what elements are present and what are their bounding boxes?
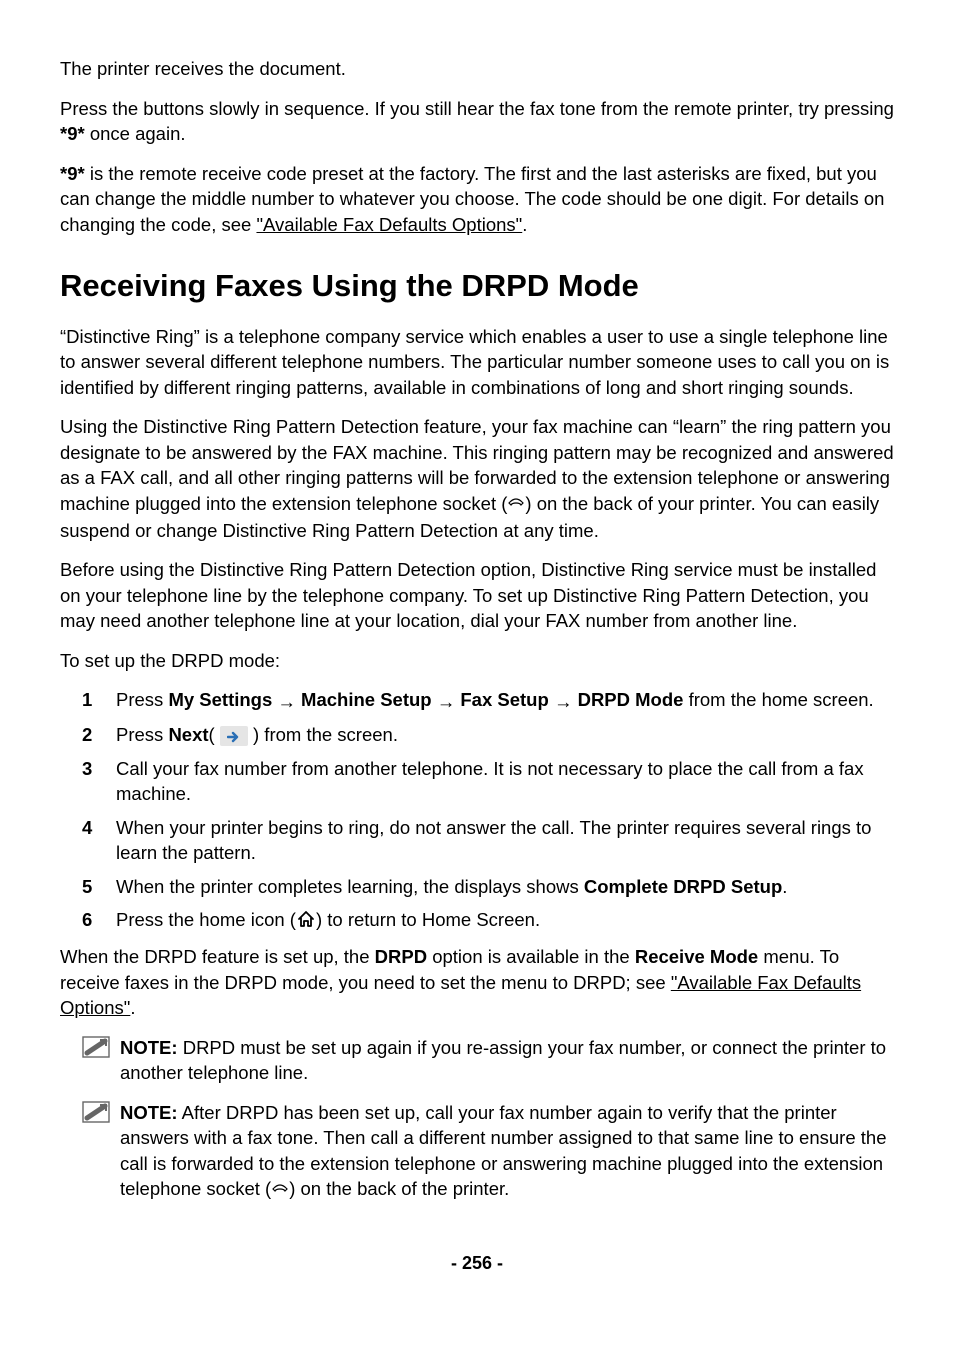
section-heading: Receiving Faxes Using the DRPD Mode bbox=[60, 265, 894, 308]
step-body: Press Next( ) from the screen. bbox=[116, 722, 894, 748]
menu-path: DRPD Mode bbox=[572, 689, 683, 710]
arrow-icon: → bbox=[277, 689, 296, 715]
note-body: NOTE: After DRPD has been set up, call y… bbox=[120, 1100, 894, 1203]
note-body: NOTE: DRPD must be set up again if you r… bbox=[120, 1035, 894, 1086]
next-label: Next bbox=[168, 724, 208, 745]
text: ( bbox=[209, 724, 220, 745]
text: ) from the screen. bbox=[248, 724, 398, 745]
text: Press bbox=[116, 724, 168, 745]
step-number: 1 bbox=[82, 687, 116, 714]
text: When the printer completes learning, the… bbox=[116, 876, 584, 897]
text: . bbox=[130, 997, 135, 1018]
menu-path: Machine Setup bbox=[296, 689, 437, 710]
complete-drpd-setup: Complete DRPD Setup bbox=[584, 876, 782, 897]
text: Press bbox=[116, 689, 168, 710]
step-2: 2 Press Next( ) from the screen. bbox=[82, 722, 894, 748]
steps-list: 1 Press My Settings → Machine Setup → Fa… bbox=[82, 687, 894, 934]
text: . bbox=[522, 214, 527, 235]
phone-icon bbox=[271, 1178, 289, 1204]
step-3: 3 Call your fax number from another tele… bbox=[82, 756, 894, 807]
home-icon bbox=[296, 909, 316, 935]
arrow-icon: → bbox=[437, 689, 456, 715]
arrow-icon: → bbox=[554, 689, 573, 715]
next-button-icon bbox=[220, 726, 248, 746]
text: Press the buttons slowly in sequence. If… bbox=[60, 98, 894, 119]
after-p1: When the DRPD feature is set up, the DRP… bbox=[60, 944, 894, 1021]
step-6: 6 Press the home icon ( ) to return to Ho… bbox=[82, 907, 894, 934]
receive-mode-label: Receive Mode bbox=[635, 946, 758, 967]
text: option is available in the bbox=[427, 946, 635, 967]
drpd-label: DRPD bbox=[375, 946, 427, 967]
text: once again. bbox=[85, 123, 186, 144]
body-p3: Before using the Distinctive Ring Patter… bbox=[60, 557, 894, 634]
body-p4: To set up the DRPD mode: bbox=[60, 648, 894, 674]
text: from the home screen. bbox=[683, 689, 873, 710]
text: DRPD must be set up again if you re-assi… bbox=[120, 1037, 886, 1084]
code-star9star: *9* bbox=[60, 163, 85, 184]
note-2: NOTE: After DRPD has been set up, call y… bbox=[82, 1100, 894, 1203]
text: ) to return to Home Screen. bbox=[316, 909, 540, 930]
text: . bbox=[782, 876, 787, 897]
step-number: 3 bbox=[82, 756, 116, 807]
step-number: 4 bbox=[82, 815, 116, 866]
note-label: NOTE: bbox=[120, 1102, 178, 1123]
step-body: When your printer begins to ring, do not… bbox=[116, 815, 894, 866]
intro-p1: The printer receives the document. bbox=[60, 56, 894, 82]
menu-path: My Settings bbox=[168, 689, 277, 710]
phone-icon bbox=[507, 492, 525, 518]
step-number: 2 bbox=[82, 722, 116, 748]
step-number: 5 bbox=[82, 874, 116, 900]
page-number: - 256 - bbox=[60, 1251, 894, 1276]
step-body: Press the home icon ( ) to return to Home… bbox=[116, 907, 894, 934]
text: Press the home icon ( bbox=[116, 909, 296, 930]
link-available-fax-defaults[interactable]: "Available Fax Defaults Options" bbox=[256, 214, 522, 235]
text: ) on the back of the printer. bbox=[289, 1178, 509, 1199]
body-p1: “Distinctive Ring” is a telephone compan… bbox=[60, 324, 894, 401]
note-icon bbox=[82, 1101, 110, 1123]
body-p2: Using the Distinctive Ring Pattern Detec… bbox=[60, 414, 894, 543]
code-star9star: *9* bbox=[60, 123, 85, 144]
step-4: 4 When your printer begins to ring, do n… bbox=[82, 815, 894, 866]
step-1: 1 Press My Settings → Machine Setup → Fa… bbox=[82, 687, 894, 714]
note-label: NOTE: bbox=[120, 1037, 178, 1058]
menu-path: Fax Setup bbox=[455, 689, 554, 710]
step-body: Call your fax number from another teleph… bbox=[116, 756, 894, 807]
step-body: When the printer completes learning, the… bbox=[116, 874, 894, 900]
step-body: Press My Settings → Machine Setup → Fax … bbox=[116, 687, 894, 714]
intro-p2: Press the buttons slowly in sequence. If… bbox=[60, 96, 894, 147]
step-number: 6 bbox=[82, 907, 116, 934]
intro-p3: *9* is the remote receive code preset at… bbox=[60, 161, 894, 238]
note-1: NOTE: DRPD must be set up again if you r… bbox=[82, 1035, 894, 1086]
step-5: 5 When the printer completes learning, t… bbox=[82, 874, 894, 900]
text: When the DRPD feature is set up, the bbox=[60, 946, 375, 967]
note-icon bbox=[82, 1036, 110, 1058]
